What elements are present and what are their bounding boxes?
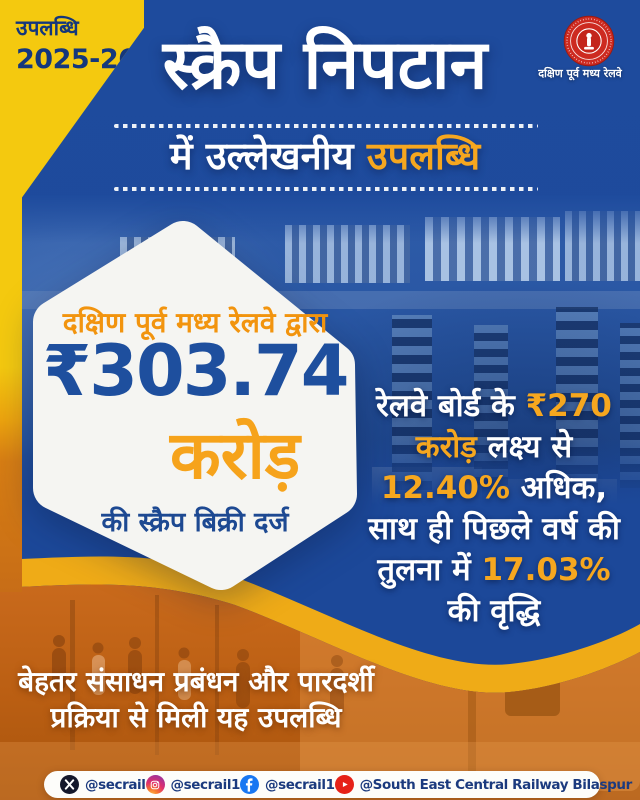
subtitle-prefix: में उल्लेखनीय [169, 134, 354, 178]
x-twitter-icon [60, 775, 79, 794]
social-link-facebook[interactable]: @secrail1 [240, 775, 335, 794]
indian-railways-seal-icon [563, 15, 615, 67]
white-card-shape [33, 221, 357, 590]
amount-unit-crore: करोड़ [169, 417, 301, 494]
subtitle-highlight: उपलब्धि [366, 134, 481, 178]
target-exceed-percent: 12.40% [380, 470, 510, 506]
social-link-instagram[interactable]: @secrail1 [145, 775, 241, 794]
social-link-x[interactable]: @secrail [60, 775, 146, 794]
stats-line-3: 12.40% अधिक, [380, 470, 608, 506]
stats-line-4: साथ ही पिछले वर्ष की [368, 511, 620, 547]
youtube-icon [334, 775, 354, 794]
dotted-divider-top [114, 124, 538, 128]
facebook-handle: @secrail1 [265, 776, 335, 793]
footer-message: बेहतर संसाधन प्रबंधन और पारदर्शी प्रक्रि… [8, 664, 384, 737]
instagram-icon [145, 775, 165, 794]
footer-message-line-1: बेहतर संसाधन प्रबंधन और पारदर्शी [18, 665, 374, 698]
stats-line-6: की वृद्धि [447, 593, 541, 629]
x-handle: @secrail [85, 776, 146, 793]
dotted-divider-bottom [114, 187, 538, 191]
target-amount: ₹270 [525, 388, 612, 424]
badge-label: उपलब्धि [16, 16, 79, 40]
card-caption-text: की स्क्रैप बिक्री दर्ज [101, 507, 289, 538]
yoy-growth-percent: 17.03% [481, 552, 611, 588]
railway-zone-name: दक्षिण पूर्व मध्य रेलवे [538, 67, 622, 80]
youtube-handle: @South East Central Railway Bilaspur [359, 776, 633, 793]
stats-block: रेलवे बोर्ड के ₹270 करोड़ लक्ष्य से 12.4… [360, 386, 628, 632]
stats-line-1: रेलवे बोर्ड के ₹270 [376, 388, 612, 424]
social-bar: @secrail @secrail1 @secrail1 @South East… [44, 771, 632, 798]
yellow-trim-band [0, 556, 640, 693]
stats-line-5: तुलना में 17.03% [377, 552, 611, 588]
scrap-sale-amount: ₹303.74 [42, 330, 350, 412]
instagram-handle: @secrail1 [170, 776, 241, 793]
social-link-youtube[interactable]: @South East Central Railway Bilaspur [334, 775, 633, 794]
card-intro-text: दक्षिण पूर्व मध्य रेलवे द्वारा [62, 306, 328, 339]
stats-line-2: करोड़ लक्ष्य से [415, 429, 573, 465]
facebook-icon [240, 775, 260, 794]
poster-title: स्क्रैप निपटान [162, 26, 488, 105]
footer-message-line-2: प्रक्रिया से मिली यह उपलब्धि [50, 701, 342, 735]
poster-subtitle: में उल्लेखनीय उपलब्धि [60, 128, 590, 185]
